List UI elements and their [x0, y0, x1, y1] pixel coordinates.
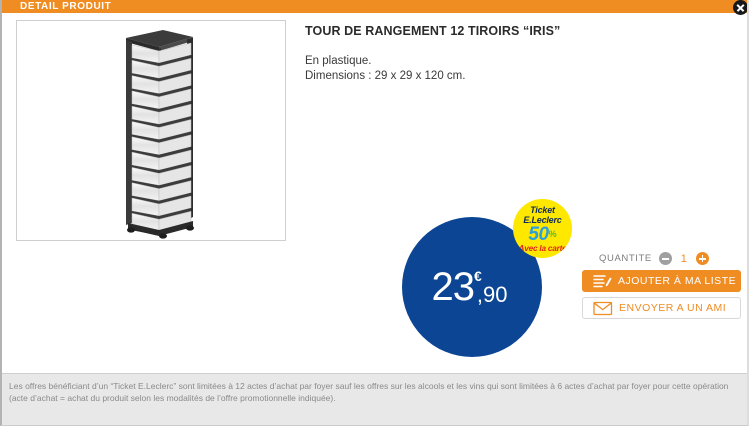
product-description-line-2: Dimensions : 29 x 29 x 120 cm.: [305, 70, 466, 82]
product-image: [126, 30, 194, 239]
quantity-value[interactable]: 1: [680, 252, 687, 265]
legal-footer-text: Les offres bénéficiant d’un “Ticket E.Le…: [9, 381, 744, 404]
ticket-percent-symbol: %: [548, 229, 557, 239]
add-to-list-button[interactable]: AJOUTER À MA LISTE: [582, 270, 741, 292]
list-pencil-icon: [591, 272, 613, 290]
ticket-brand-line-2: E.Leclerc: [523, 214, 562, 225]
quantity-stepper: QUANTITE 1: [599, 252, 709, 265]
ticket-subtitle: Avec la carte: [518, 244, 567, 253]
quantity-label: QUANTITE: [599, 253, 652, 264]
ticket-leclerc-badge: Ticket E.Leclerc 50% Avec la carte: [513, 199, 572, 258]
envelope-icon: [592, 299, 614, 317]
panel-header: DETAIL PRODUIT: [2, 0, 747, 15]
price-decimal: ,90: [476, 282, 508, 307]
product-image-container: [16, 20, 286, 241]
close-icon[interactable]: [733, 0, 747, 15]
legal-footer: Les offres bénéficiant d’un “Ticket E.Le…: [2, 373, 747, 425]
ticket-discount: 50%: [513, 224, 572, 245]
plus-circle-icon[interactable]: [695, 252, 709, 265]
price-text: 23€,90: [402, 265, 542, 310]
minus-glyph: [661, 258, 669, 260]
product-description: En plastique. Dimensions : 29 x 29 x 120…: [305, 54, 465, 84]
add-to-list-label: AJOUTER À MA LISTE: [618, 275, 737, 287]
product-title: TOUR DE RANGEMENT 12 TIROIRS “IRIS”: [305, 24, 561, 38]
plus-glyph-vertical: [701, 255, 704, 262]
legal-footer-line-2: (acte d’achat = achat du produit selon l…: [9, 392, 336, 403]
send-to-friend-button[interactable]: ENVOYER A UN AMI: [582, 297, 741, 319]
price-integer: 23: [431, 265, 475, 309]
minus-circle-icon[interactable]: [658, 252, 672, 265]
ticket-brand-line-1: Ticket: [530, 205, 555, 215]
ticket-discount-value: 50: [528, 224, 549, 245]
legal-footer-line-1: Les offres bénéficiant d’un “Ticket E.Le…: [9, 381, 729, 391]
currency-symbol: €: [474, 268, 482, 284]
send-to-friend-label: ENVOYER A UN AMI: [619, 302, 727, 314]
product-description-line-1: En plastique.: [305, 55, 372, 67]
page-title: DETAIL PRODUIT: [20, 1, 112, 12]
